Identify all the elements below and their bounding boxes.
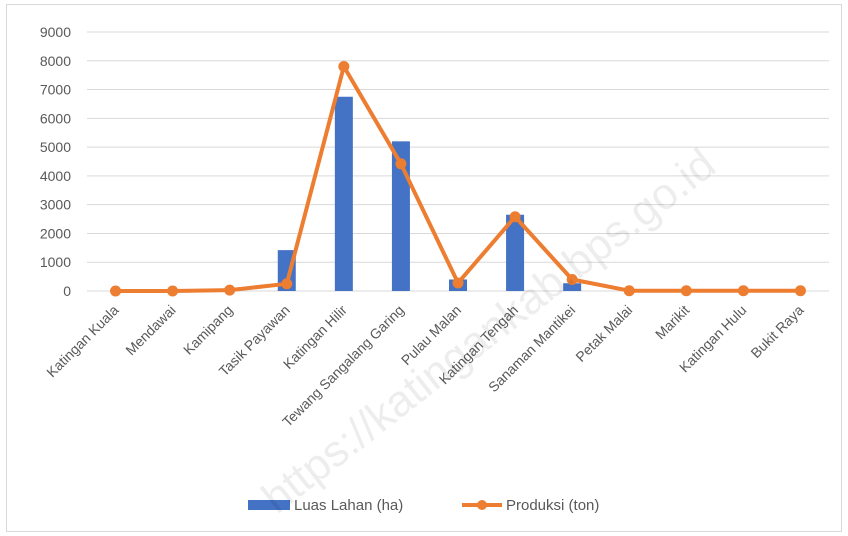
line-point [281, 278, 293, 290]
legend-label-luas-lahan: Luas Lahan (ha) [294, 497, 403, 514]
y-axis-tick-labels: 0 1000 2000 3000 4000 5000 6000 7000 8000 9000 [40, 24, 71, 299]
y-tick-label: 5000 [40, 139, 71, 155]
y-tick-label: 4000 [40, 168, 71, 184]
line-point [338, 61, 350, 73]
line-point [566, 273, 578, 285]
bar [391, 141, 410, 291]
legend-marker-produksi [477, 500, 487, 510]
line-point [737, 285, 749, 297]
x-tick-label: Mendawai [122, 302, 178, 358]
y-tick-label: 7000 [40, 82, 71, 98]
y-tick-label: 6000 [40, 110, 71, 126]
x-tick-label: Kamipang [180, 302, 236, 358]
x-tick-label: Bukit Raya [747, 302, 806, 361]
y-tick-label: 0 [63, 283, 71, 299]
line-point [395, 158, 407, 170]
combo-chart: 0 1000 2000 3000 4000 5000 6000 7000 8000 9000 Ka… [40, 24, 829, 523]
bar [563, 283, 582, 291]
line-point [452, 277, 464, 289]
line-series-produksi [110, 61, 806, 297]
chart-area: 0 1000 2000 3000 4000 5000 6000 7000 8000 9000 Ka… [6, 4, 842, 532]
line-point [680, 285, 692, 297]
line-point [509, 211, 521, 223]
bar [334, 96, 353, 291]
y-tick-label: 9000 [40, 24, 71, 40]
line-point [110, 285, 122, 297]
line-point [167, 285, 179, 297]
y-tick-label: 8000 [40, 53, 71, 69]
gridlines [87, 31, 829, 292]
legend: Luas Lahan (ha) Produksi (ton) [248, 497, 599, 514]
bar [506, 214, 525, 291]
line-point [623, 285, 635, 297]
x-tick-label: Marikit [652, 302, 693, 343]
y-tick-label: 3000 [40, 197, 71, 213]
x-tick-label: Katingan Kuala [43, 302, 122, 381]
y-tick-label: 2000 [40, 225, 71, 241]
x-tick-label: Petak Malai [572, 302, 635, 365]
legend-swatch-luas-lahan [248, 500, 290, 510]
line-point [224, 284, 236, 296]
legend-label-produksi: Produksi (ton) [506, 497, 599, 514]
y-tick-label: 1000 [40, 254, 71, 270]
line-point [794, 285, 806, 297]
